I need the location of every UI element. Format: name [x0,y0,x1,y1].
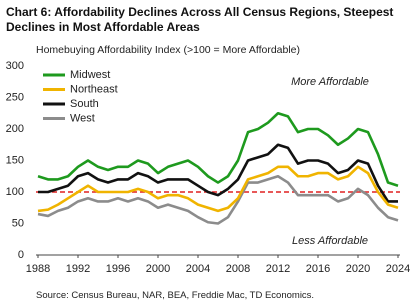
y-tick-label: 50 [12,217,24,229]
x-tick-label: 1996 [106,263,130,275]
series-line [37,111,399,187]
legend-label: Northeast [70,83,118,95]
y-tick-label: 0 [18,249,24,261]
chart-title: Chart 6: Affordability Declines Across A… [6,5,394,34]
y-tick-label: 250 [6,91,24,103]
source-note: Source: Census Bureau, NAR, BEA, Freddie… [36,290,315,301]
x-tick-label: 2000 [146,263,170,275]
legend-label: West [70,112,95,124]
x-tick-label: 2008 [226,263,250,275]
series-line [38,143,398,203]
y-tick-label: 100 [6,186,24,198]
chart: 0 50 100 150 200 250 300 1988 1992 1996 2000 2004 20… [6,60,411,275]
x-tick-label: 2024 [386,263,410,275]
annotation: Less Affordable [292,235,368,247]
x-tick-label: 2012 [266,263,290,275]
series-line [37,165,399,213]
x-tick-label: 2004 [186,263,210,275]
y-tick-label: 200 [6,123,24,135]
x-tick-label: 2020 [346,263,370,275]
annotation: More Affordable [291,76,369,88]
legend-label: Midwest [70,69,110,81]
legend-label: South [70,98,99,110]
series-line [37,174,399,225]
y-tick-label: 300 [6,60,24,72]
x-tick-label: 2016 [306,263,330,275]
y-tick-label: 150 [6,154,24,166]
chart-subtitle: Homebuying Affordability Index (>100 = M… [36,44,301,56]
x-tick-label: 1988 [26,263,50,275]
x-tick-label: 1992 [66,263,90,275]
